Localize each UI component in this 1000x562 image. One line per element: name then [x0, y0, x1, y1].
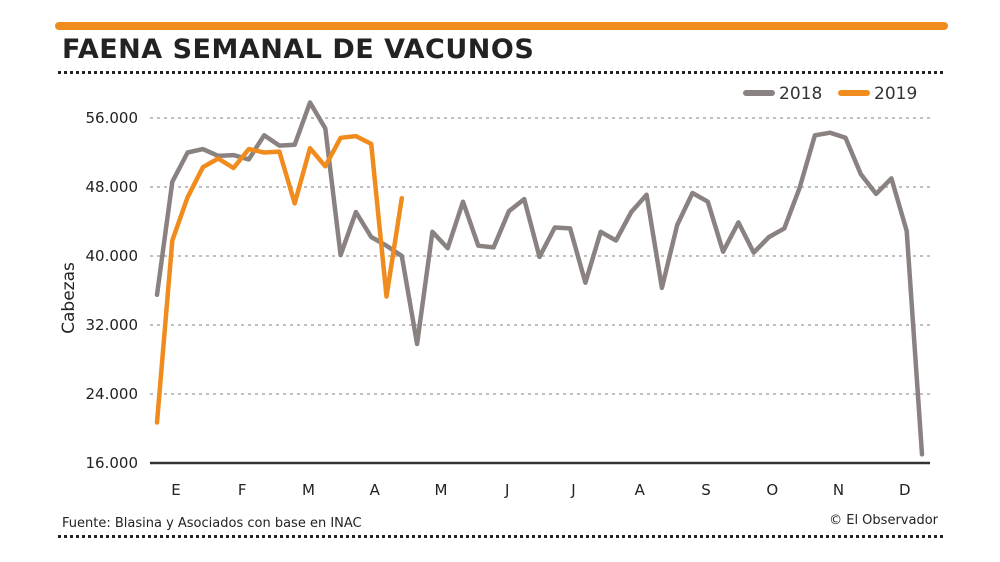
series-line-2018 [154, 100, 925, 457]
y-tick-label: 16.000 [86, 454, 139, 472]
accent-bar [55, 22, 948, 30]
series-line-2019 [154, 133, 405, 425]
x-tick-label: E [171, 481, 180, 499]
source-note: Fuente: Blasina y Asociados con base en … [62, 516, 362, 531]
x-tick-label: S [701, 481, 711, 499]
x-tick-label: J [570, 481, 575, 499]
y-tick-label: 56.000 [86, 109, 139, 127]
x-tick-label: A [370, 481, 381, 499]
chart-title: FAENA SEMANAL DE VACUNOS [62, 34, 535, 65]
credit-note: © El Observador [829, 513, 938, 528]
y-tick-label: 40.000 [86, 247, 139, 265]
y-tick-label: 24.000 [86, 385, 139, 403]
footer-divider [58, 535, 943, 538]
legend-label-2018: 2018 [779, 84, 822, 104]
x-tick-label: M [435, 481, 448, 499]
x-tick-label: A [635, 481, 646, 499]
legend-label-2019: 2019 [874, 84, 917, 104]
title-divider [58, 71, 943, 74]
y-tick-label: 32.000 [86, 316, 139, 334]
x-tick-label: N [833, 481, 844, 499]
x-tick-label: D [899, 481, 911, 499]
x-tick-label: M [302, 481, 315, 499]
x-tick-label: J [504, 481, 509, 499]
y-tick-label: 48.000 [86, 178, 139, 196]
x-tick-label: F [238, 481, 247, 499]
x-tick-label: O [766, 481, 778, 499]
y-axis-label: Cabezas [59, 262, 79, 334]
